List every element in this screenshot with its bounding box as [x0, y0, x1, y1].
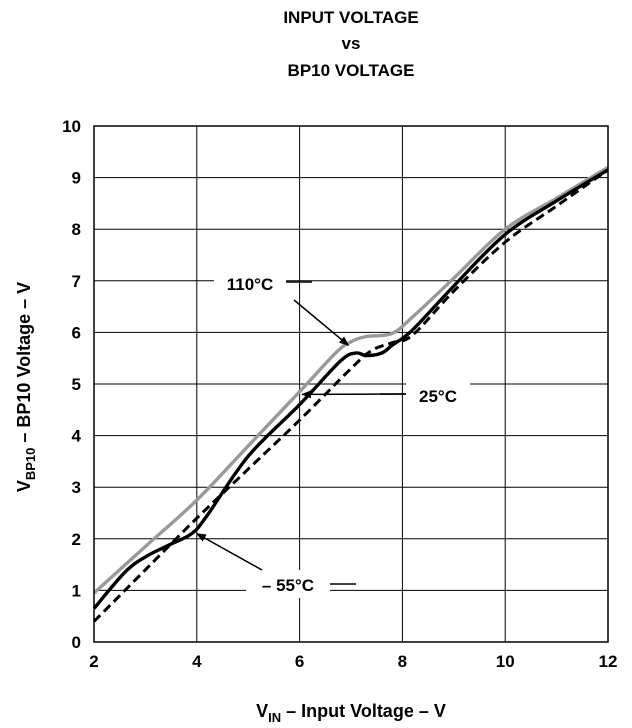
chart-title-line-2: vs — [342, 34, 361, 53]
y-tick-label: 4 — [72, 427, 82, 446]
y-tick-label: 2 — [72, 530, 81, 549]
annotation-25c: 25°C — [301, 381, 470, 409]
grid — [93, 125, 609, 643]
x-axis-label-main: V — [256, 701, 268, 721]
series-25c-line — [92, 168, 609, 623]
plot-frame — [93, 125, 609, 643]
y-tick-label: 9 — [72, 169, 81, 188]
annotation-label: – 55°C — [262, 576, 314, 595]
y-tick-label: 1 — [72, 581, 81, 600]
y-axis-label-main: V — [14, 480, 34, 492]
y-tick-label: 10 — [62, 117, 81, 136]
annotation-label: 25°C — [419, 387, 457, 406]
y-tick-labels: 0 1 2 3 4 5 6 7 8 9 10 — [62, 117, 81, 652]
x-axis-label-rest: – Input Voltage – V — [281, 701, 446, 721]
series-minus55c-line — [92, 168, 609, 610]
annotation-110c: 110°C — [214, 269, 350, 346]
y-axis-label: VBP10 – BP10 Voltage – V — [14, 282, 38, 492]
y-axis-label-sub: BP10 — [23, 448, 38, 481]
y-tick-label: 7 — [72, 272, 81, 291]
annotation-label: 110°C — [227, 275, 274, 294]
x-tick-label: 4 — [192, 652, 202, 671]
x-tick-label: 6 — [295, 652, 304, 671]
x-axis-label-sub: IN — [268, 710, 281, 725]
y-tick-label: 8 — [72, 220, 81, 239]
y-axis-label-rest: – BP10 Voltage – V — [14, 282, 34, 448]
chart-title: INPUT VOLTAGE vs BP10 VOLTAGE — [283, 8, 418, 80]
x-tick-labels: 2 4 6 8 10 12 — [89, 652, 617, 671]
x-tick-label: 12 — [599, 652, 618, 671]
chart-title-line-3: BP10 VOLTAGE — [288, 61, 415, 80]
annotation-background — [246, 570, 330, 598]
x-tick-label: 10 — [496, 652, 515, 671]
annotation-arrow — [195, 532, 263, 571]
y-tick-label: 5 — [72, 375, 81, 394]
annotation-background — [406, 381, 470, 409]
series-layer — [92, 165, 609, 623]
series-110c-line — [92, 165, 609, 595]
y-tick-label: 6 — [72, 323, 81, 342]
chart-title-line-1: INPUT VOLTAGE — [283, 8, 418, 27]
y-tick-label: 0 — [72, 633, 81, 652]
x-tick-label: 2 — [89, 652, 98, 671]
y-tick-label: 3 — [72, 478, 81, 497]
annotation-background — [214, 269, 286, 297]
annotation-arrow — [293, 299, 350, 346]
annotation-minus55c: – 55°C — [195, 532, 356, 598]
annotation-layer: 110°C 25°C – 55°C — [195, 269, 470, 598]
x-axis-label: VIN – Input Voltage – V — [256, 701, 446, 725]
x-tick-label: 8 — [398, 652, 407, 671]
